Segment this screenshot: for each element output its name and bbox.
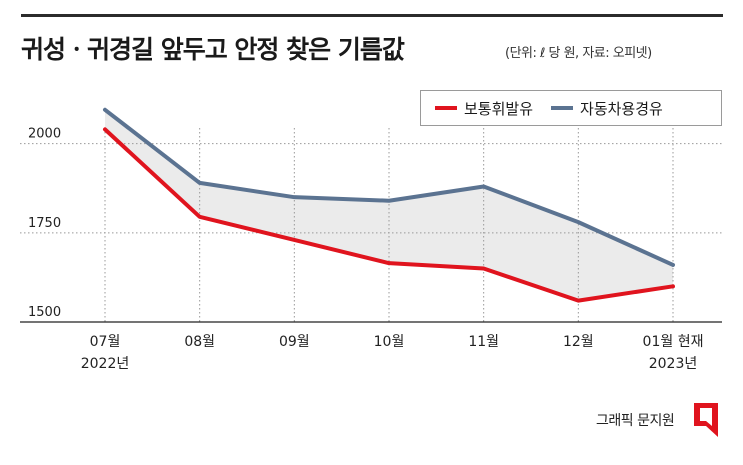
chart-title: 귀성ㆍ귀경길 앞두고 안정 찾은 기름값 — [21, 35, 405, 64]
unit-note: (단위: ℓ 당 원, 자료: 오피넷) — [505, 46, 652, 61]
x-tick-sublabel: 2022년 — [81, 356, 130, 372]
legend-label-gasoline: 보통휘발유 — [464, 99, 534, 118]
y-tick-label: 1750 — [28, 216, 61, 231]
series-line-gasoline — [103, 127, 675, 303]
x-tick-label: 01월 현재 — [643, 334, 704, 350]
x-tick-label: 07월 — [90, 334, 121, 350]
x-tick-label: 12월 — [563, 334, 594, 350]
logo-icon — [694, 403, 718, 437]
y-tick-label: 1500 — [28, 305, 61, 320]
x-tick-sublabel: 2023년 — [649, 356, 698, 372]
legend-label-diesel: 자동차용경유 — [580, 99, 663, 118]
series-line-diesel — [103, 107, 675, 267]
x-tick-label: 08월 — [184, 334, 215, 350]
x-tick-label: 11월 — [468, 334, 499, 350]
legend-item-gasoline: 보통휘발유 — [435, 98, 533, 119]
legend-swatch-gasoline — [435, 106, 457, 110]
legend: 보통휘발유 자동차용경유 — [420, 90, 722, 126]
credit-text: 그래픽 문지원 — [596, 413, 675, 429]
y-tick-label: 2000 — [28, 127, 61, 142]
x-tick-label: 09월 — [279, 334, 310, 350]
x-tick-label: 10월 — [374, 334, 405, 350]
legend-item-diesel: 자동차용경유 — [551, 98, 663, 119]
legend-swatch-diesel — [551, 106, 574, 110]
top-rule — [21, 14, 723, 17]
